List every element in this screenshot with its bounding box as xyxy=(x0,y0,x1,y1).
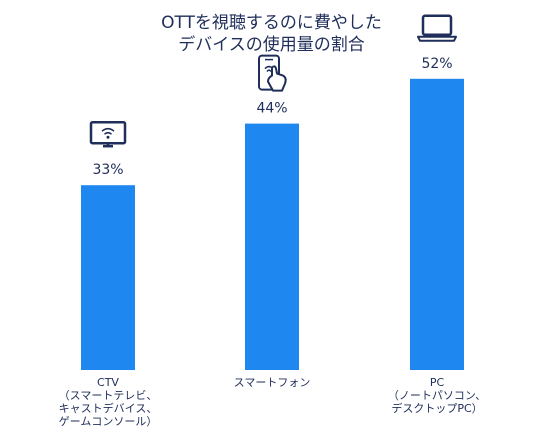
chart-title-line-1: OTTを視聴するのに費やした xyxy=(161,13,382,33)
category-label-1-line-3: キャストデバイス、 xyxy=(59,401,158,415)
value-label-1: 33% xyxy=(92,162,123,178)
chart-title-line-2: デバイスの使用量の割合 xyxy=(178,35,365,55)
tv-icon xyxy=(89,120,127,148)
category-label-1-line-2: （スマートテレビ、 xyxy=(59,389,158,402)
bar-3 xyxy=(410,78,464,371)
smartphone-touch-icon xyxy=(258,54,287,92)
value-label-3: 52% xyxy=(421,56,452,72)
bar-1 xyxy=(81,185,135,370)
category-label-2-line-1: スマートフォン xyxy=(234,376,311,389)
bar-2 xyxy=(245,123,299,370)
category-label-1-line-4: ゲームコンソール） xyxy=(59,415,158,428)
category-label-3-line-2: （ノートパソコン、 xyxy=(388,389,486,402)
laptop-icon xyxy=(417,14,457,42)
category-label-2: スマートフォン xyxy=(234,376,311,389)
chart-title: OTTを視聴するのに費やした デバイスの使用量の割合 xyxy=(0,12,543,56)
category-label-1-line-1: CTV xyxy=(97,376,119,389)
value-label-2: 44% xyxy=(256,101,287,117)
category-label-1: CTV（スマートテレビ、キャストデバイス、ゲームコンソール） xyxy=(59,376,158,428)
category-label-3: PC（ノートパソコン、デスクトップPC） xyxy=(388,376,486,415)
category-label-3-line-1: PC xyxy=(430,376,445,389)
category-label-3-line-3: デスクトップPC） xyxy=(391,401,482,415)
